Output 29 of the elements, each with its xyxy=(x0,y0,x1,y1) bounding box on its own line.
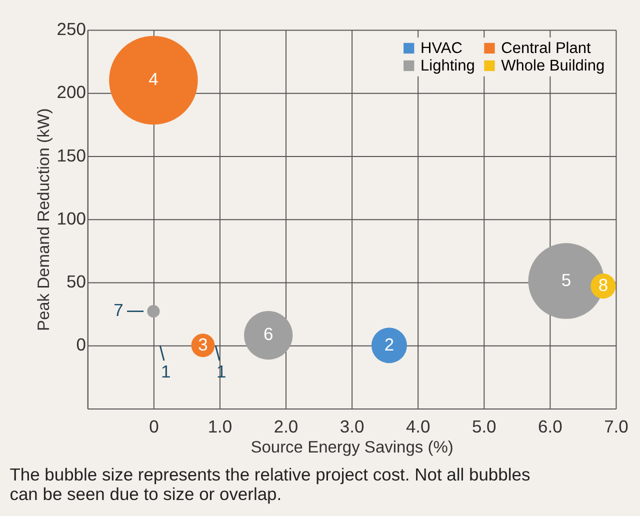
legend-label: Whole Building xyxy=(501,58,605,75)
legend-label: HVAC xyxy=(420,40,462,58)
text: The bubble size represents the relative project cost. Not all bubbles can be seen due to size or overlap. xyxy=(10,464,530,504)
x-tick-label: 6.0 xyxy=(538,416,563,436)
x-tick-label: 4.0 xyxy=(406,416,431,436)
x-tick-label: 7.0 xyxy=(604,416,629,436)
x-axis-title: Source Energy Savings (%) xyxy=(250,438,454,457)
y-tick-label: 50 xyxy=(66,272,86,292)
legend-label: Lighting xyxy=(420,58,475,75)
annotation: 1 xyxy=(161,361,171,382)
annotation: 6 xyxy=(263,324,274,344)
x-tick-label: 3.0 xyxy=(340,416,364,436)
annotation: 7 xyxy=(114,300,124,320)
y-tick-label: 150 xyxy=(56,145,86,166)
annotation: 3 xyxy=(198,334,208,354)
y-tick-label: 250 xyxy=(56,19,86,40)
legend-label: Central Plant xyxy=(501,40,592,58)
annotation: 4 xyxy=(148,69,159,90)
y-tick-label: 0 xyxy=(76,334,86,355)
annotation: 5 xyxy=(561,270,572,290)
x-tick-label: 1.0 xyxy=(208,416,232,436)
x-tick-label: 2.0 xyxy=(274,416,298,436)
x-tick-label: 5.0 xyxy=(472,416,497,436)
y-tick-label: 100 xyxy=(56,208,86,228)
y-axis-title: Peak Demand Reduction (kW) xyxy=(35,108,54,332)
annotation: 2 xyxy=(384,334,394,354)
x-tick-label: 0 xyxy=(149,416,160,436)
annotation: 8 xyxy=(598,274,608,295)
y-tick-label: 200 xyxy=(56,82,86,102)
